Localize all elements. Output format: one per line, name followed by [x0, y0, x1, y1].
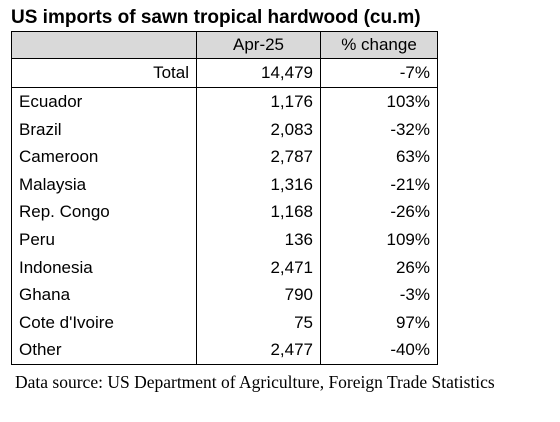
- header-row: Apr-25 % change: [11, 31, 438, 59]
- table-row: Other 2,477 -40%: [11, 336, 438, 365]
- table-row: Ecuador 1,176 103%: [11, 87, 438, 116]
- table-row: Indonesia 2,471 26%: [11, 253, 438, 282]
- value-cell: 2,471: [196, 253, 321, 282]
- table-row: Brazil 2,083 -32%: [11, 115, 438, 144]
- country-cell: Cote d'Ivoire: [11, 308, 197, 337]
- table-row: Ghana 790 -3%: [11, 281, 438, 309]
- header-change: % change: [320, 31, 438, 59]
- change-cell: -21%: [320, 170, 438, 199]
- change-cell: 63%: [320, 143, 438, 171]
- value-cell: 2,477: [196, 336, 321, 365]
- value-cell: 2,787: [196, 143, 321, 171]
- table-row: Cameroon 2,787 63%: [11, 143, 438, 171]
- data-source-note: Data source: US Department of Agricultur…: [15, 372, 495, 392]
- change-cell: 26%: [320, 253, 438, 282]
- header-period: Apr-25: [196, 31, 321, 59]
- total-value: 14,479: [196, 58, 321, 88]
- value-cell: 790: [196, 281, 321, 309]
- country-cell: Rep. Congo: [11, 198, 197, 226]
- total-row: Total 14,479 -7%: [11, 58, 438, 88]
- value-cell: 1,176: [196, 87, 321, 116]
- value-cell: 1,316: [196, 170, 321, 199]
- table-row: Peru 136 109%: [11, 225, 438, 254]
- value-cell: 136: [196, 225, 321, 254]
- change-cell: -26%: [320, 198, 438, 226]
- header-country: [11, 31, 197, 59]
- country-cell: Ecuador: [11, 87, 197, 116]
- change-cell: 109%: [320, 225, 438, 254]
- total-change: -7%: [320, 58, 438, 88]
- table-row: Cote d'Ivoire 75 97%: [11, 308, 438, 337]
- country-cell: Peru: [11, 225, 197, 254]
- total-label: Total: [11, 58, 197, 88]
- table-row: Rep. Congo 1,168 -26%: [11, 198, 438, 226]
- value-cell: 2,083: [196, 115, 321, 144]
- change-cell: 103%: [320, 87, 438, 116]
- table-title: US imports of sawn tropical hardwood (cu…: [11, 7, 421, 28]
- change-cell: -40%: [320, 336, 438, 365]
- value-cell: 1,168: [196, 198, 321, 226]
- change-cell: -3%: [320, 281, 438, 309]
- country-cell: Other: [11, 336, 197, 365]
- imports-table: Apr-25 % change Total 14,479 -7% Ecuador…: [11, 31, 438, 365]
- country-cell: Malaysia: [11, 170, 197, 199]
- value-cell: 75: [196, 308, 321, 337]
- country-cell: Brazil: [11, 115, 197, 144]
- country-cell: Ghana: [11, 281, 197, 309]
- table-row: Malaysia 1,316 -21%: [11, 170, 438, 199]
- change-cell: 97%: [320, 308, 438, 337]
- country-cell: Cameroon: [11, 143, 197, 171]
- country-cell: Indonesia: [11, 253, 197, 282]
- change-cell: -32%: [320, 115, 438, 144]
